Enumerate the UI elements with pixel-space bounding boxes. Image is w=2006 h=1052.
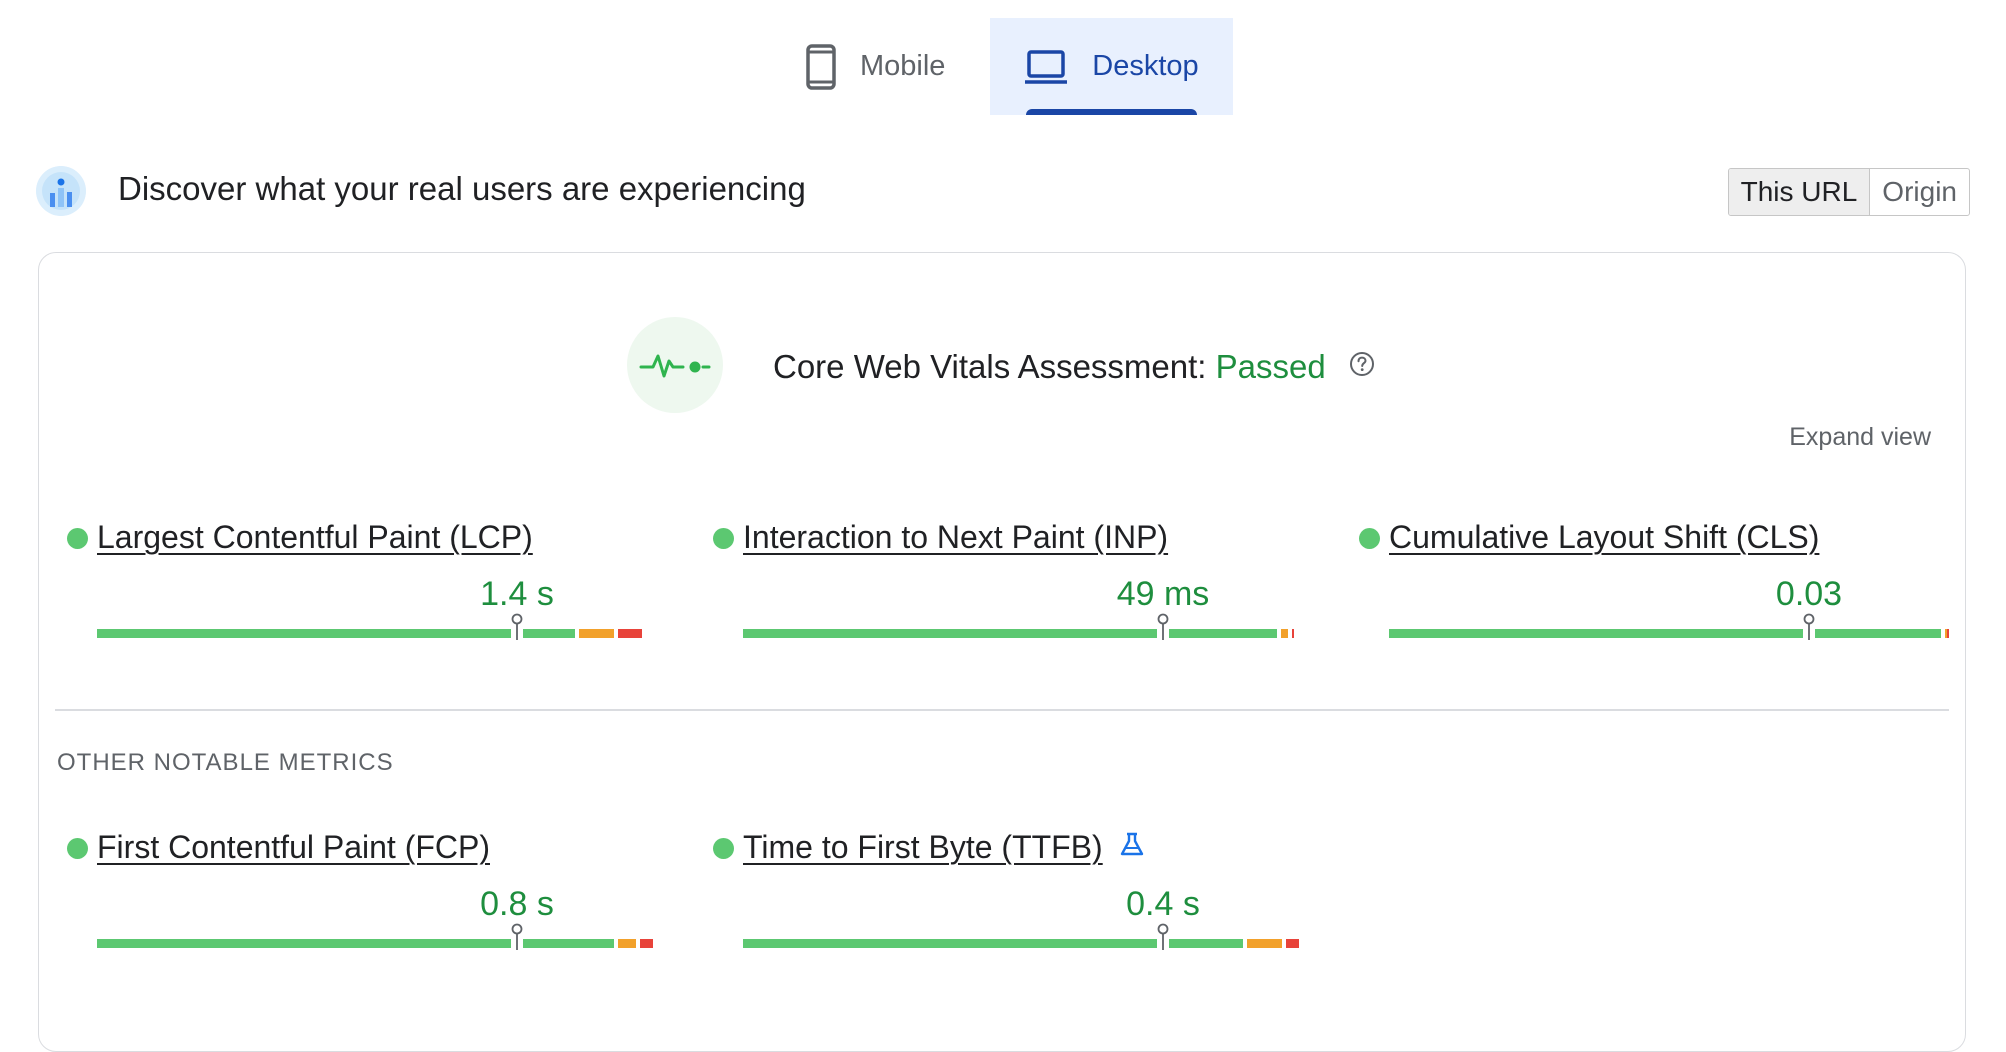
p75-marker <box>1156 613 1170 640</box>
metric-name[interactable]: Time to First Byte (TTFB) <box>743 829 1103 865</box>
needs-improvement-segment <box>1280 629 1288 638</box>
selected-tab-indicator <box>1026 109 1197 115</box>
good-segment <box>97 939 614 948</box>
p75-marker <box>1156 923 1170 950</box>
good-segment <box>743 939 1243 948</box>
good-status-dot <box>713 528 734 549</box>
metric-cls: Cumulative Layout Shift (CLS) 0.03 <box>1357 507 1949 647</box>
assessment-label: Core Web Vitals Assessment: <box>773 348 1207 385</box>
tab-desktop[interactable]: Desktop <box>990 18 1233 115</box>
metric-inp: Interaction to Next Paint (INP) 49 ms <box>711 507 1294 647</box>
origin-button[interactable]: Origin <box>1882 176 1957 207</box>
distribution-bar <box>743 613 1303 640</box>
field-data-header: Discover what your real users are experi… <box>36 166 1970 218</box>
assessment-status: Passed <box>1215 348 1326 385</box>
good-segment <box>743 629 1277 638</box>
good-status-dot <box>67 528 88 549</box>
lab-flask-icon <box>1119 831 1145 862</box>
assessment-title: Core Web Vitals Assessment: Passed <box>773 348 1326 386</box>
distribution-bar <box>743 923 1303 950</box>
pulse-icon <box>627 317 723 413</box>
phone-icon <box>806 43 836 90</box>
this-url-button[interactable]: This URL <box>1728 169 1871 215</box>
poor-segment <box>1946 629 1949 638</box>
metric-name[interactable]: Largest Contentful Paint (LCP) <box>97 519 533 555</box>
url-origin-toggle: This URL Origin <box>1727 168 1970 216</box>
metric-value: 0.03 <box>1775 575 1843 613</box>
page-title: Discover what your real users are experi… <box>118 170 806 207</box>
metric-value: 49 ms <box>1116 575 1210 613</box>
crux-globe-icon <box>36 166 86 216</box>
distribution-bar <box>97 613 657 640</box>
metric-lcp: Largest Contentful Paint (LCP) 1.4 s <box>65 507 645 647</box>
good-status-dot <box>1359 528 1380 549</box>
metric-name[interactable]: First Contentful Paint (FCP) <box>97 829 490 865</box>
p75-marker <box>510 613 524 640</box>
tab-desktop-label: Desktop <box>1092 50 1199 82</box>
good-segment <box>97 629 575 638</box>
other-metrics-heading: OTHER NOTABLE METRICS <box>57 749 394 776</box>
p75-marker <box>1802 613 1816 640</box>
needs-improvement-segment <box>1247 939 1283 948</box>
poor-segment <box>1291 629 1294 638</box>
laptop-icon <box>1024 49 1068 85</box>
metric-value: 0.4 s <box>1126 885 1200 923</box>
needs-improvement-segment <box>617 939 637 948</box>
needs-improvement-segment <box>1944 629 1947 638</box>
poor-segment <box>617 629 642 638</box>
distribution-bar <box>97 923 657 950</box>
expand-view-link[interactable]: Expand view <box>1789 423 1931 451</box>
metric-value: 1.4 s <box>480 575 554 613</box>
good-segment <box>1389 629 1941 638</box>
good-status-dot <box>67 838 88 859</box>
metric-fcp: First Contentful Paint (FCP) 0.8 s <box>65 817 653 957</box>
poor-segment <box>640 939 653 948</box>
p75-marker <box>510 923 524 950</box>
poor-segment <box>1286 939 1299 948</box>
tab-mobile-label: Mobile <box>860 50 946 82</box>
tab-mobile[interactable]: Mobile <box>806 18 990 115</box>
core-web-vitals-card: Core Web Vitals Assessment: Passed Expan… <box>38 252 1966 1052</box>
metric-value: 0.8 s <box>480 885 554 923</box>
metric-ttfb: Time to First Byte (TTFB) 0.4 s <box>711 817 1299 957</box>
section-divider <box>55 709 1949 711</box>
device-tabs: Mobile Desktop <box>0 0 2006 115</box>
metric-name[interactable]: Cumulative Layout Shift (CLS) <box>1389 519 1820 555</box>
good-status-dot <box>713 838 734 859</box>
distribution-bar <box>1389 613 1949 640</box>
needs-improvement-segment <box>578 629 614 638</box>
metric-name[interactable]: Interaction to Next Paint (INP) <box>743 519 1169 555</box>
help-icon[interactable] <box>1349 351 1375 377</box>
